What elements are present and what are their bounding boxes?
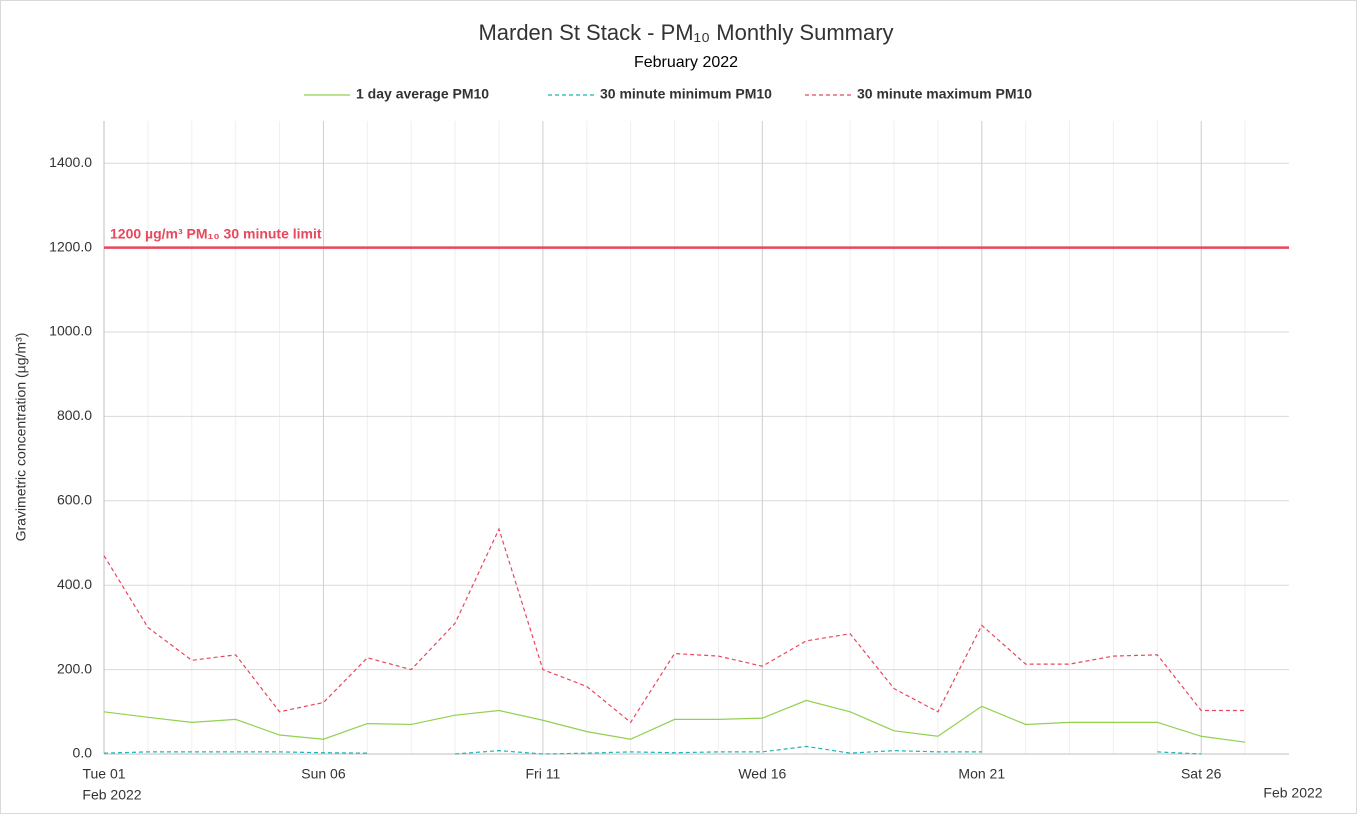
x-tick-label: Fri 11 [526, 766, 561, 782]
y-tick-label: 0.0 [73, 745, 93, 761]
y-axis-label: Gravimetric concentration (µg/m³) [13, 333, 29, 542]
chart-subtitle: February 2022 [634, 54, 738, 71]
x-tick-label: Mon 21 [958, 766, 1005, 782]
x-period-label: Feb 2022 [1263, 785, 1322, 801]
legend-label: 1 day average PM10 [356, 86, 489, 102]
y-tick-label: 600.0 [57, 492, 92, 508]
y-tick-label: 1000.0 [49, 323, 92, 339]
y-tick-label: 400.0 [57, 576, 92, 592]
y-tick-label: 1200.0 [49, 238, 92, 254]
y-tick-label: 1400.0 [49, 154, 92, 170]
x-tick-label: Wed 16 [738, 766, 786, 782]
limit-label: 1200 µg/m³ PM₁₀ 30 minute limit [110, 225, 322, 241]
y-tick-label: 800.0 [57, 407, 92, 423]
chart-title: Marden St Stack - PM₁₀ Monthly Summary [478, 20, 893, 45]
legend-label: 30 minute minimum PM10 [600, 86, 772, 102]
x-tick-label: Tue 01 [82, 766, 125, 782]
y-tick-label: 200.0 [57, 660, 92, 676]
x-period-label: Feb 2022 [82, 787, 141, 803]
series-line [103, 699, 1246, 743]
x-tick-label: Sun 06 [301, 766, 346, 782]
x-tick-label: Sat 26 [1181, 766, 1222, 782]
series-line [103, 745, 1202, 755]
legend-label: 30 minute maximum PM10 [857, 86, 1032, 102]
